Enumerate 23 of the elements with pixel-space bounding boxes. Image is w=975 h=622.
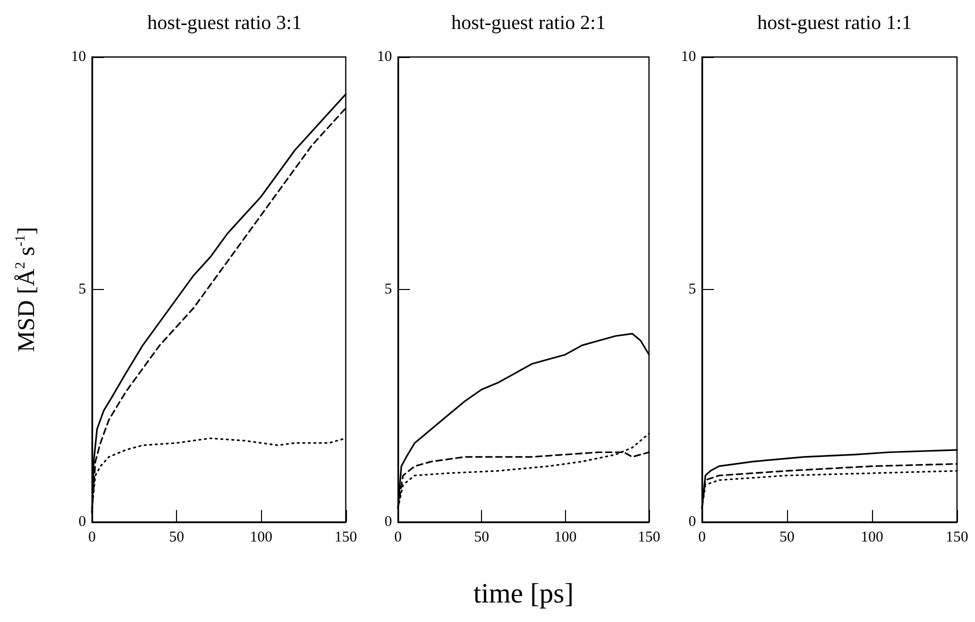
x-tick-label: 100	[554, 530, 577, 546]
y-tick-label: 5	[384, 282, 392, 298]
x-tick-label: 50	[169, 530, 184, 546]
y-tick-label: 10	[377, 49, 392, 65]
x-tick-label: 100	[860, 530, 884, 546]
y-tick-label: 5	[78, 282, 86, 298]
x-tick-label: 150	[638, 530, 660, 546]
y-tick-label: 5	[688, 282, 696, 298]
x-tick-label: 150	[334, 530, 357, 546]
y-axis-title: MSD [Å2 s-1]	[14, 226, 40, 352]
x-tick-label: 50	[780, 530, 794, 546]
x-tick-label: 150	[946, 530, 968, 546]
y-tick-label: 0	[78, 514, 86, 530]
x-axis-title: time [ps]	[473, 578, 574, 610]
y-tick-label: 0	[384, 514, 392, 530]
chart-title: host-guest ratio 3:1	[147, 12, 302, 34]
x-tick-label: 100	[250, 530, 272, 546]
x-tick-label: 50	[474, 530, 490, 546]
chart-title: host-guest ratio 2:1	[451, 12, 606, 34]
y-tick-label: 10	[71, 49, 86, 65]
y-tick-label: 0	[688, 514, 696, 530]
y-tick-label: 10	[681, 49, 696, 65]
chart-title: host-guest ratio 1:1	[757, 12, 912, 34]
